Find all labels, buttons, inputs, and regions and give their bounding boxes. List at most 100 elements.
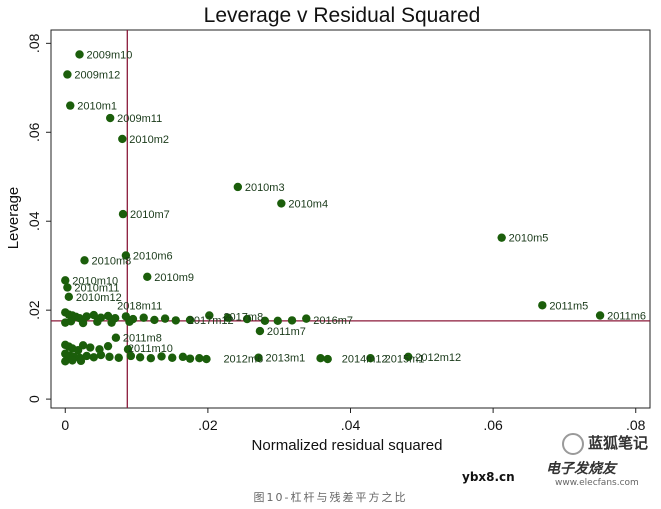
scatter-point [171,316,180,325]
scatter-point-2010m3 [233,182,243,192]
point-label-2016m7: 2016m7 [313,315,353,327]
scatter-point [242,314,252,324]
point-label-2015m1: 2015m1 [385,354,425,366]
scatter-point [316,353,325,363]
y-tick-label: .04 [26,211,42,231]
point-label-2011m5: 2011m5 [549,300,588,312]
scatter-point-2010m8 [80,256,89,265]
point-label-2010m11: 2010m11 [74,282,119,294]
scatter-point [160,314,170,323]
point-label-2010m7: 2010m7 [130,209,170,221]
scatter-point-2010m10 [61,276,70,285]
scatter-point-2010m9 [143,272,152,282]
scatter-point-2009m10 [75,50,84,59]
point-label-2010m10: 2010m10 [72,275,118,287]
point-label-2009m10: 2009m10 [87,49,133,61]
scatter-point-2011m8 [111,333,121,342]
scatter-point [202,354,211,364]
wechat-logo-icon [562,432,584,455]
scatter-point [76,356,86,366]
point-label-2011m8: 2011m8 [123,333,162,345]
point-label-2017m12: 2017m12 [188,315,234,327]
scatter-point [123,345,133,354]
x-tick-label: .04 [341,417,361,433]
y-tick-label: .08 [26,33,42,53]
scatter-point [96,350,106,360]
x-axis-label: Normalized residual squared [252,437,443,454]
scatter-point [86,343,95,352]
scatter-point [366,353,375,363]
point-label-2011m7: 2011m7 [267,326,306,338]
scatter-point [139,313,148,322]
scatter-point [205,311,214,320]
scatter-point [178,352,188,362]
scatter-point-2010m4 [277,199,286,208]
point-label-2010m9: 2010m9 [154,272,194,284]
scatter-point [107,318,116,327]
point-label-2010m8: 2010m8 [92,255,132,267]
point-label-2013m1: 2013m1 [266,353,306,365]
y-axis-label: Leverage [5,187,22,250]
point-label-2012m6: 2012m6 [223,354,263,366]
point-label-2010m5: 2010m5 [509,233,549,245]
x-axis: 0 .02 .04 .06 .08 [61,408,646,433]
scatter-point [89,353,98,362]
scatter-point [168,353,177,362]
elecfans-url: www.elecfans.com [555,478,639,488]
chart-title: Leverage v Residual Squared [204,4,481,27]
scatter-point [302,314,311,323]
scatter-point-2010m11 [63,283,72,292]
scatter-point [323,354,332,364]
point-label-2012m12: 2012m12 [415,352,461,364]
scatter-point-2010m5 [497,233,506,242]
y-tick-label: 0 [26,395,42,403]
scatter-point [78,341,88,350]
scatter-point [150,315,159,325]
labeled-points: 2009m102009m122010m12009m112010m22010m32… [61,49,646,365]
scatter-point-2009m11 [105,113,115,123]
scatter-point [61,357,70,366]
scatter-point [89,310,98,320]
scatter-point-2012m12 [404,352,413,362]
scatter-point [78,318,88,328]
scatter-point [126,351,136,361]
scatter-point [185,354,195,363]
point-label-2011m6: 2011m6 [607,311,646,323]
point-label-2010m6: 2010m6 [133,250,173,262]
point-label-2010m1: 2010m1 [77,101,117,113]
figure-caption: 图10-杠杆与残差平方之比 [253,491,408,504]
scatter-point [135,353,145,362]
scatter-point-2010m6 [121,251,131,260]
point-label-2010m4: 2010m4 [288,198,328,210]
point-label-2014m12: 2014m12 [342,354,388,366]
scatter-point-2011m7 [255,326,265,336]
point-label-2018m11: 2018m11 [117,300,162,312]
scatter-point [105,352,114,362]
scatter-point [195,353,204,363]
site-watermark: ybx8.cn [462,470,515,484]
scatter-point [260,316,270,326]
scatter-point [287,316,297,325]
plot-frame [50,29,651,409]
point-label-2017m8: 2017m8 [223,311,263,323]
scatter-point [125,317,134,326]
scatter-point [68,356,77,365]
scatter-point [103,341,113,351]
scatter-point-2011m5 [538,301,547,310]
scatter-point [66,317,76,326]
scatter-point [157,352,166,361]
wechat-name: 蓝狐笔记 [588,434,649,452]
y-tick-label: .06 [26,122,42,142]
scatter-point [93,317,102,326]
point-label-2010m12: 2010m12 [76,292,122,304]
scatter-point [114,353,123,362]
unlabeled-points [61,308,375,366]
point-label-2009m11: 2009m11 [117,113,162,125]
point-label-2009m12: 2009m12 [74,69,120,81]
scatter-point-2009m12 [63,70,72,79]
point-label-2010m3: 2010m3 [245,182,285,194]
y-axis: 0 .02 .04 .06 .08 [26,33,51,403]
x-tick-label: 0 [61,417,69,433]
